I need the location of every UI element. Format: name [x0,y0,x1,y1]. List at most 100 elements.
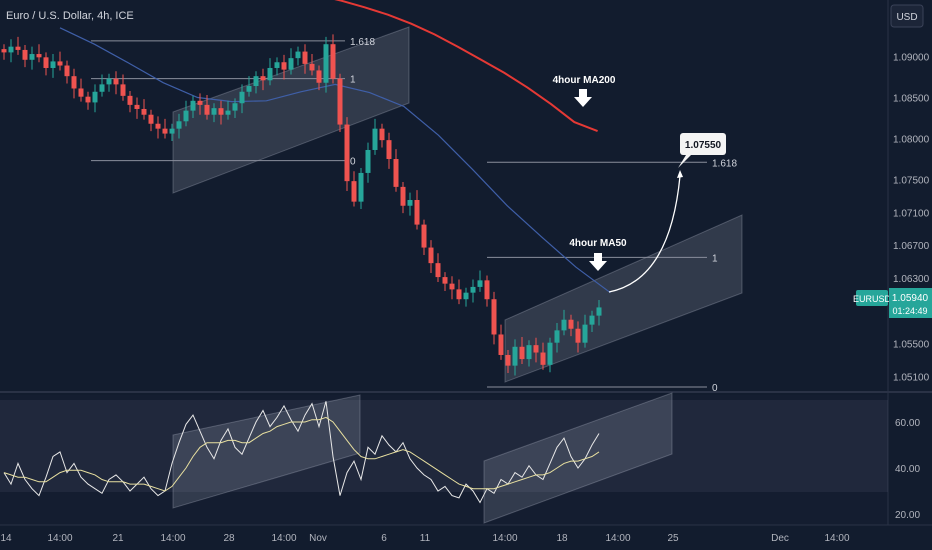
candle-body[interactable] [120,84,126,96]
candle-body[interactable] [596,307,602,316]
candle-body[interactable] [470,286,476,293]
candle-body[interactable] [393,159,399,187]
candle-body[interactable] [260,76,266,81]
candle-body[interactable] [561,319,567,331]
candle-body[interactable] [477,280,483,287]
candle-body[interactable] [141,108,147,115]
candle-body[interactable] [134,104,140,109]
candle-body[interactable] [267,67,273,81]
candle-body[interactable] [239,91,245,104]
rsi-line[interactable] [3,401,600,504]
candle-body[interactable] [589,315,595,325]
candle-body[interactable] [29,54,35,60]
candle-body[interactable] [463,292,469,300]
candle-body[interactable] [316,70,322,83]
candle-body[interactable] [351,181,357,202]
candle-body[interactable] [183,110,189,122]
candle-body[interactable] [148,114,154,124]
candle-body[interactable] [337,78,343,125]
candle-body[interactable] [554,330,560,343]
candle-body[interactable] [218,108,224,115]
projection-arc[interactable] [608,175,681,293]
candle-body[interactable] [43,57,49,68]
candle-body[interactable] [1,49,7,53]
candle-body[interactable] [253,76,259,87]
candle-body[interactable] [414,200,420,225]
candle-body[interactable] [295,51,301,59]
candle-body[interactable] [288,58,294,70]
candle-body[interactable] [526,345,532,360]
candle-body[interactable] [197,100,203,105]
candle-body[interactable] [533,345,539,353]
main-pane[interactable] [0,0,888,390]
candle-body[interactable] [365,149,371,173]
candle-body[interactable] [449,283,455,290]
candle-body[interactable] [421,224,427,248]
candle-body[interactable] [85,96,91,103]
ma50-annotation[interactable]: 4hour MA50 [569,238,627,249]
target-callout[interactable]: 1.07550 [678,133,726,168]
candle-body[interactable] [407,200,413,206]
candle-body[interactable] [50,61,56,68]
candle-body[interactable] [113,78,119,85]
candle-body[interactable] [302,51,308,64]
ma200-annotation[interactable]: 4hour MA200 [553,75,616,86]
candle-body[interactable] [428,247,434,264]
candle-body[interactable] [71,76,77,89]
candle-body[interactable] [176,121,182,129]
candle-body[interactable] [246,86,252,92]
candle-body[interactable] [330,44,336,79]
last-price-tag[interactable]: EURUSD 1.05940 01:24:49 [853,288,932,318]
channel-band[interactable] [483,392,673,524]
candle-body[interactable] [568,319,574,329]
ma200-line[interactable] [318,0,598,133]
candle-body[interactable] [211,108,217,115]
rsi-ma-line[interactable] [3,416,600,492]
candle-body[interactable] [540,352,546,365]
candle-body[interactable] [519,346,525,360]
candle-body[interactable] [8,46,14,53]
candle-body[interactable] [582,324,588,343]
rsi-pane[interactable] [0,395,888,525]
ma50-line[interactable] [59,27,611,294]
channel-band[interactable] [172,26,410,194]
candle-body[interactable] [281,62,287,70]
candle-body[interactable] [78,88,84,97]
candle-body[interactable] [99,84,105,92]
candle-body[interactable] [484,280,490,300]
candle-body[interactable] [106,78,112,85]
rsi-band[interactable] [0,400,888,492]
candle-body[interactable] [162,128,168,134]
candle-body[interactable] [442,277,448,284]
symbol-title[interactable]: Euro / U.S. Dollar, 4h, ICE [6,10,134,22]
candle-body[interactable] [512,346,518,366]
candle-body[interactable] [498,334,504,355]
currency-button[interactable]: USD [890,4,924,28]
candle-body[interactable] [323,44,329,83]
candle-body[interactable] [309,63,315,71]
candle-body[interactable] [204,104,210,115]
candle-body[interactable] [575,328,581,343]
candle-body[interactable] [232,103,238,111]
candle-body[interactable] [64,65,70,77]
candle-body[interactable] [92,91,98,103]
channel-band[interactable] [172,394,361,509]
candle-body[interactable] [22,49,28,60]
candle-body[interactable] [127,95,133,105]
candle-body[interactable] [547,342,553,365]
candle-body[interactable] [505,354,511,366]
candle-body[interactable] [344,124,350,182]
candle-body[interactable] [379,128,385,141]
candle-body[interactable] [169,128,175,134]
candle-body[interactable] [386,140,392,159]
candle-body[interactable] [274,62,280,68]
candle-body[interactable] [190,100,196,111]
candle-body[interactable] [491,299,497,335]
candle-body[interactable] [57,61,63,66]
candle-body[interactable] [358,172,364,202]
candle-body[interactable] [372,128,378,150]
candle-body[interactable] [456,289,462,300]
candle-body[interactable] [400,186,406,206]
candle-body[interactable] [435,263,441,278]
